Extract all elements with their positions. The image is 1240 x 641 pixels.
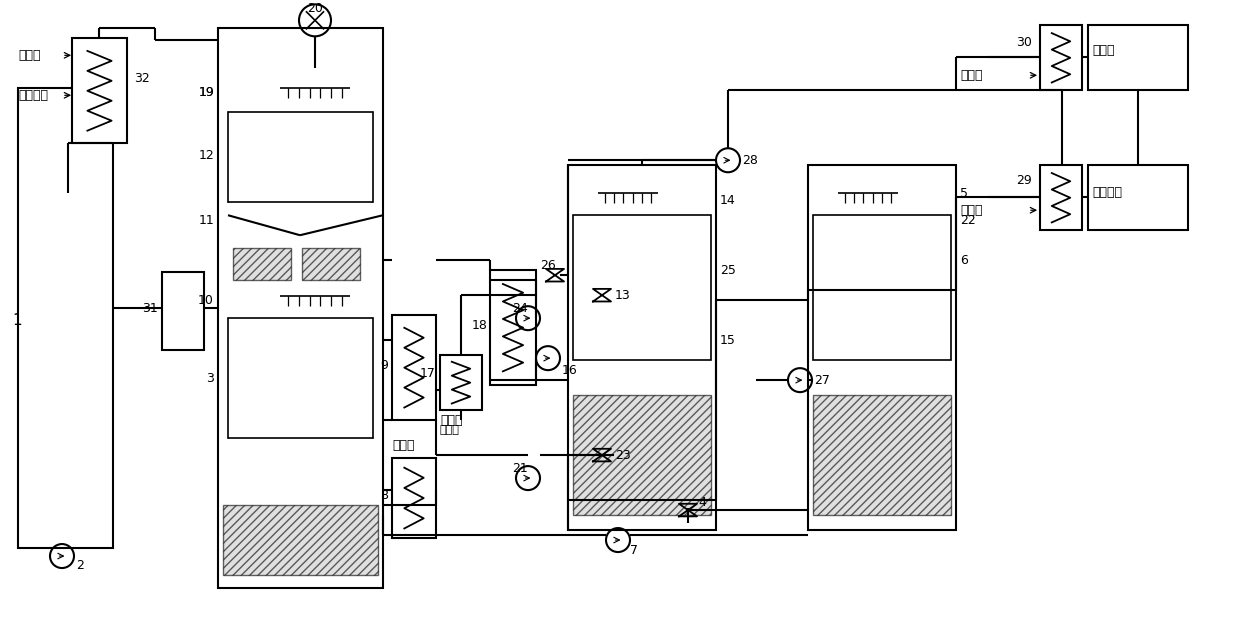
Bar [223,505,378,575]
Text: 19: 19 [198,86,215,99]
Text: 23: 23 [615,449,631,462]
Text: 饱和蒸汽: 饱和蒸汽 [19,89,48,102]
Text: 22: 22 [960,213,976,227]
Text: 冷却水: 冷却水 [440,425,460,435]
Bar [233,248,291,280]
Text: 30: 30 [1016,36,1032,49]
Bar [573,215,711,360]
Bar [490,271,536,385]
Bar [218,28,383,588]
Text: 6: 6 [960,254,968,267]
Text: 9: 9 [381,359,388,372]
Bar [19,88,113,548]
Bar [392,458,436,538]
Text: 冷凝水: 冷凝水 [960,204,982,217]
Text: 常温水: 常温水 [1092,44,1115,57]
Text: 13: 13 [615,288,631,302]
Text: 10: 10 [198,294,215,306]
Bar [440,355,482,410]
Bar [568,165,715,530]
Bar [573,395,711,515]
Text: 20: 20 [308,2,322,15]
Text: 16: 16 [562,363,578,377]
Text: 18: 18 [472,319,489,331]
Text: 21: 21 [512,462,528,474]
Text: 冷却水: 冷却水 [440,413,463,427]
Text: 15: 15 [720,334,735,347]
Bar [72,38,126,144]
Text: 26: 26 [541,259,556,272]
Text: 1: 1 [12,313,21,328]
Text: 17: 17 [420,367,436,380]
Bar [392,315,436,420]
Text: 冷却水: 冷却水 [392,439,414,452]
Bar [813,395,951,515]
Bar [1087,26,1188,90]
Text: 14: 14 [720,194,735,207]
Text: 3: 3 [206,372,215,385]
Text: 7: 7 [630,544,639,556]
Text: 8: 8 [379,488,388,501]
Text: 25: 25 [720,263,735,277]
Text: 29: 29 [1017,174,1032,187]
Bar [303,248,360,280]
Text: 5: 5 [960,187,968,200]
Bar [228,318,373,438]
Bar [808,165,956,530]
Text: 32: 32 [134,72,150,85]
Text: 31: 31 [143,302,157,315]
Text: 冷凝水: 冷凝水 [960,69,982,82]
Text: 4: 4 [698,495,706,508]
Text: 2: 2 [76,558,84,572]
Bar [162,272,205,350]
Text: 11: 11 [198,213,215,227]
Text: 生活热水: 生活热水 [1092,186,1122,199]
Bar [813,215,951,360]
Text: 27: 27 [813,374,830,387]
Text: 28: 28 [742,154,758,167]
Text: 24: 24 [512,302,528,315]
Bar [1040,165,1083,230]
Text: 12: 12 [198,149,215,162]
Bar [1040,26,1083,90]
Bar [228,112,373,202]
Bar [1087,165,1188,230]
Text: 冷凝水: 冷凝水 [19,49,41,62]
Text: 19: 19 [198,86,215,99]
